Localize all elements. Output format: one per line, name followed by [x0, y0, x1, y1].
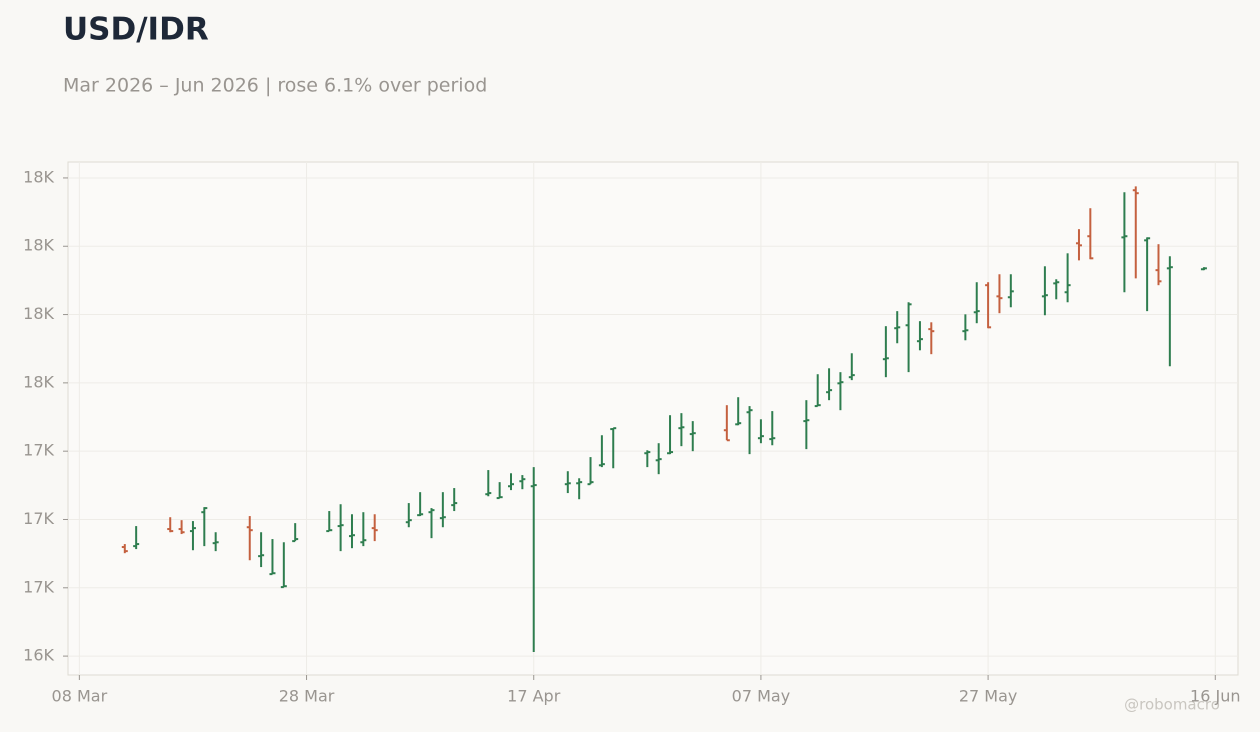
y-tick-label: 18K: [23, 167, 54, 186]
x-tick-label: 17 Apr: [507, 687, 561, 706]
x-tick-label: 08 Mar: [52, 687, 108, 706]
x-tick-label: 16 Jun: [1190, 687, 1240, 706]
y-tick-label: 17K: [23, 441, 54, 460]
x-tick-label: 27 May: [959, 687, 1018, 706]
x-tick-label: 28 Mar: [279, 687, 335, 706]
watermark: @robomacro: [1124, 696, 1220, 714]
y-tick-label: 18K: [23, 304, 54, 323]
y-tick-label: 17K: [23, 509, 54, 528]
chart-subtitle: Mar 2026 – Jun 2026 | rose 6.1% over per…: [63, 75, 487, 97]
x-tick-label: 07 May: [732, 687, 791, 706]
y-tick-label: 18K: [23, 236, 54, 255]
chart-title: USD/IDR: [63, 12, 209, 48]
y-tick-label: 16K: [23, 646, 54, 665]
plot-area: [67, 161, 1239, 676]
y-tick-label: 17K: [23, 577, 54, 596]
y-tick-label: 18K: [23, 372, 54, 391]
